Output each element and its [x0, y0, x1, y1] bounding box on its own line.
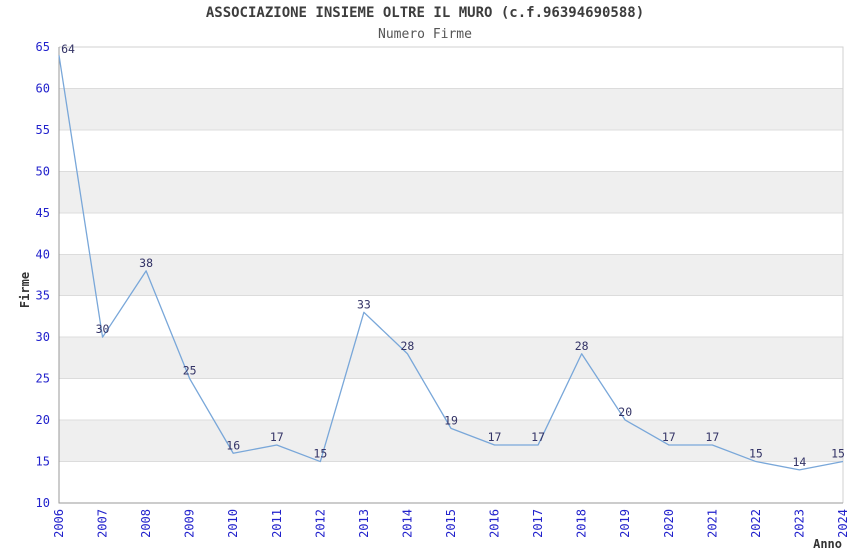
x-tick-label: 2013	[357, 509, 371, 538]
x-tick-label: 2015	[444, 509, 458, 538]
y-tick-label: 20	[36, 413, 50, 427]
x-tick-label: 2023	[792, 509, 806, 538]
band-stripe	[59, 254, 843, 296]
chart-subtitle: Numero Firme	[378, 27, 472, 42]
y-axis-title: Firme	[18, 272, 32, 308]
data-line	[58, 55, 844, 471]
data-point-label: 14	[793, 455, 807, 469]
x-tick-label: 2008	[139, 509, 153, 538]
y-tick-label: 65	[36, 40, 50, 54]
band-stripe	[59, 337, 843, 379]
y-tick-label: 60	[36, 81, 50, 95]
data-point-label: 15	[831, 447, 845, 461]
x-tick-label: 2020	[662, 509, 676, 538]
y-tick-label: 40	[36, 247, 50, 261]
y-tick-label: 50	[36, 164, 50, 178]
x-tick-label: 2014	[400, 509, 414, 538]
y-tick-label: 45	[36, 206, 50, 220]
axis-line	[58, 47, 843, 504]
data-point-label: 64	[61, 42, 75, 56]
data-point-label: 38	[139, 256, 153, 270]
data-point-label: 17	[531, 430, 545, 444]
y-tick-label: 35	[36, 289, 50, 303]
data-point-label: 17	[488, 430, 502, 444]
x-tick-label: 2007	[96, 509, 110, 538]
x-tick-label: 2016	[488, 509, 502, 538]
x-tick-label: 2024	[836, 509, 850, 538]
data-point-label: 15	[749, 447, 763, 461]
data-point-label: 17	[270, 430, 284, 444]
data-point-label: 20	[618, 405, 632, 419]
data-point-label: 28	[401, 339, 415, 353]
x-tick-label: 2017	[531, 509, 545, 538]
data-point-label: 17	[662, 430, 676, 444]
data-point-label: 28	[575, 339, 589, 353]
x-tick-label: 2009	[183, 509, 197, 538]
x-tick-label: 2022	[749, 509, 763, 538]
band-stripe	[59, 420, 843, 462]
plot-area: 10 15 20 25 30 35 40 45 50 55 60 65 2006 2007 2008 2009…	[36, 40, 850, 538]
data-point-label: 30	[96, 322, 110, 336]
x-tick-label: 2018	[575, 509, 589, 538]
data-point-label: 16	[226, 438, 240, 452]
data-point-label: 25	[183, 364, 197, 378]
chart-title: ASSOCIAZIONE INSIEME OLTRE IL MURO (c.f.…	[205, 5, 645, 21]
y-tick-label: 55	[36, 123, 50, 137]
x-tick-label: 2010	[226, 509, 240, 538]
x-tick-label: 2021	[705, 509, 719, 538]
y-tick-label: 15	[36, 455, 50, 469]
plot-border-light	[59, 46, 844, 503]
x-tick-label: 2012	[313, 509, 327, 538]
data-point-label: 15	[313, 447, 327, 461]
y-tick-label: 10	[36, 496, 50, 510]
x-axis-title: Anno	[813, 537, 842, 550]
band-stripe	[59, 88, 843, 130]
data-point-label: 17	[705, 430, 719, 444]
x-tick-label: 2011	[270, 509, 284, 538]
y-tick-label: 30	[36, 330, 50, 344]
band-stripe	[59, 171, 843, 213]
x-tick-label: 2019	[618, 509, 632, 538]
data-point-label: 33	[357, 297, 371, 311]
data-point-label: 19	[444, 413, 458, 427]
y-tick-label: 25	[36, 372, 50, 386]
x-tick-label: 2006	[52, 509, 66, 538]
